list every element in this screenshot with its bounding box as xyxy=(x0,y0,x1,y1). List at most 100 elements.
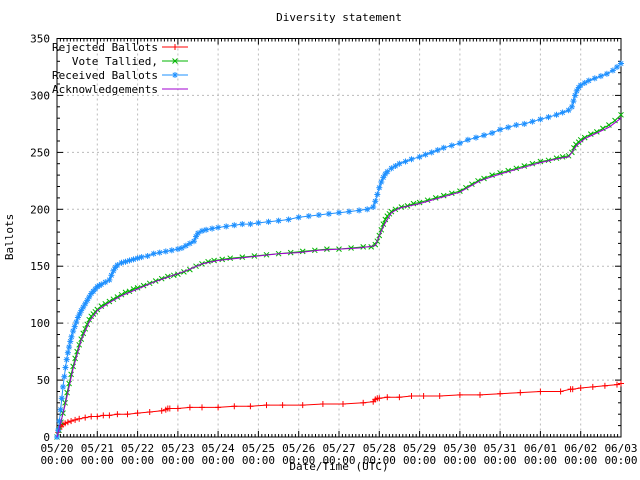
marker xyxy=(114,262,120,268)
marker xyxy=(145,253,151,259)
x-tick-label-date: 05/28 xyxy=(363,442,396,455)
marker xyxy=(316,212,322,218)
marker xyxy=(193,234,199,240)
marker xyxy=(465,137,471,143)
marker xyxy=(157,250,163,256)
marker xyxy=(227,255,234,262)
marker xyxy=(396,161,402,167)
marker xyxy=(598,73,604,79)
marker xyxy=(577,136,584,143)
marker xyxy=(378,179,384,185)
marker xyxy=(380,221,387,227)
x-tick-labels: 05/2000:0005/2100:0005/2200:0005/2300:00… xyxy=(40,442,637,467)
marker xyxy=(618,111,624,118)
marker xyxy=(59,395,65,401)
x-tick-label-date: 06/03 xyxy=(604,442,637,455)
marker xyxy=(70,363,76,370)
series-acknowledgements-line xyxy=(56,117,622,438)
x-tick-label-date: 05/29 xyxy=(403,442,436,455)
x-axis-title: Date/Time (UTC) xyxy=(289,460,388,473)
x-tick-label-time: 00:00 xyxy=(202,454,235,467)
marker xyxy=(560,109,566,116)
marker xyxy=(58,407,64,413)
marker xyxy=(559,154,566,160)
marker xyxy=(139,254,145,260)
series-rejected-ballots xyxy=(54,380,624,440)
x-tick-label-time: 00:00 xyxy=(524,454,557,467)
marker xyxy=(82,301,88,307)
axis-ticks xyxy=(56,38,622,438)
marker xyxy=(70,328,76,334)
legend-label-received-ballots: Received Ballots xyxy=(52,69,158,82)
marker xyxy=(108,272,114,278)
marker xyxy=(187,240,193,246)
marker xyxy=(441,145,447,151)
marker xyxy=(346,209,352,215)
marker xyxy=(382,216,389,223)
x-tick-label-time: 00:00 xyxy=(81,454,114,467)
legend-label-vote-tallied: Vote Tallied, xyxy=(72,55,158,68)
x-tick-label-date: 05/21 xyxy=(81,442,114,455)
marker xyxy=(65,350,71,356)
marker xyxy=(296,214,302,220)
y-tick-label: 150 xyxy=(30,260,50,273)
marker xyxy=(286,216,292,223)
marker xyxy=(72,324,78,330)
x-tick-label-time: 00:00 xyxy=(322,454,355,467)
legend-line-samples xyxy=(162,44,188,90)
marker xyxy=(66,344,72,350)
marker xyxy=(449,142,455,149)
y-axis-title: Ballots xyxy=(3,214,16,260)
x-tick-label-date: 06/02 xyxy=(564,442,597,455)
marker xyxy=(78,308,84,314)
series-received-ballots xyxy=(54,60,624,440)
marker xyxy=(618,60,624,67)
y-tick-label: 350 xyxy=(30,33,50,46)
data-series xyxy=(54,60,624,440)
marker xyxy=(614,64,620,70)
x-tick-label-date: 05/31 xyxy=(484,442,517,455)
plot-border xyxy=(56,38,622,438)
marker xyxy=(86,294,92,300)
marker xyxy=(239,221,245,227)
marker xyxy=(336,210,342,216)
marker xyxy=(606,122,612,128)
x-tick-label-date: 05/27 xyxy=(322,442,355,455)
marker xyxy=(356,207,362,213)
marker xyxy=(473,135,479,141)
marker xyxy=(219,256,226,263)
marker xyxy=(239,254,246,260)
marker xyxy=(110,268,116,274)
marker xyxy=(481,132,487,138)
marker xyxy=(130,286,137,292)
x-tick-label-time: 00:00 xyxy=(363,454,396,467)
marker xyxy=(569,104,575,110)
marker xyxy=(408,156,415,162)
marker xyxy=(84,297,90,303)
marker xyxy=(324,246,330,252)
marker xyxy=(586,78,592,84)
y-tick-labels: 0 50 100 150 200 250 300 350 xyxy=(30,33,50,445)
marker xyxy=(368,244,375,250)
marker xyxy=(429,149,435,155)
marker xyxy=(215,224,221,231)
marker xyxy=(402,158,409,165)
legend-label-acknowledgements: Acknowledgements xyxy=(52,83,158,96)
marker xyxy=(66,380,72,387)
marker xyxy=(610,67,616,73)
y-tick-label: 100 xyxy=(30,317,50,330)
marker xyxy=(106,277,112,283)
x-tick-label-date: 05/20 xyxy=(40,442,73,455)
x-tick-label-date: 05/26 xyxy=(282,442,315,455)
marker xyxy=(537,116,543,122)
marker xyxy=(169,247,175,253)
marker xyxy=(163,248,169,254)
marker xyxy=(513,122,519,128)
grid-lines xyxy=(57,38,621,437)
y-tick-label: 0 xyxy=(43,431,50,444)
marker xyxy=(457,140,463,146)
marker xyxy=(306,213,312,219)
x-tick-label-time: 00:00 xyxy=(484,454,517,467)
marker xyxy=(581,134,588,141)
series-vote-tallied xyxy=(54,111,624,440)
